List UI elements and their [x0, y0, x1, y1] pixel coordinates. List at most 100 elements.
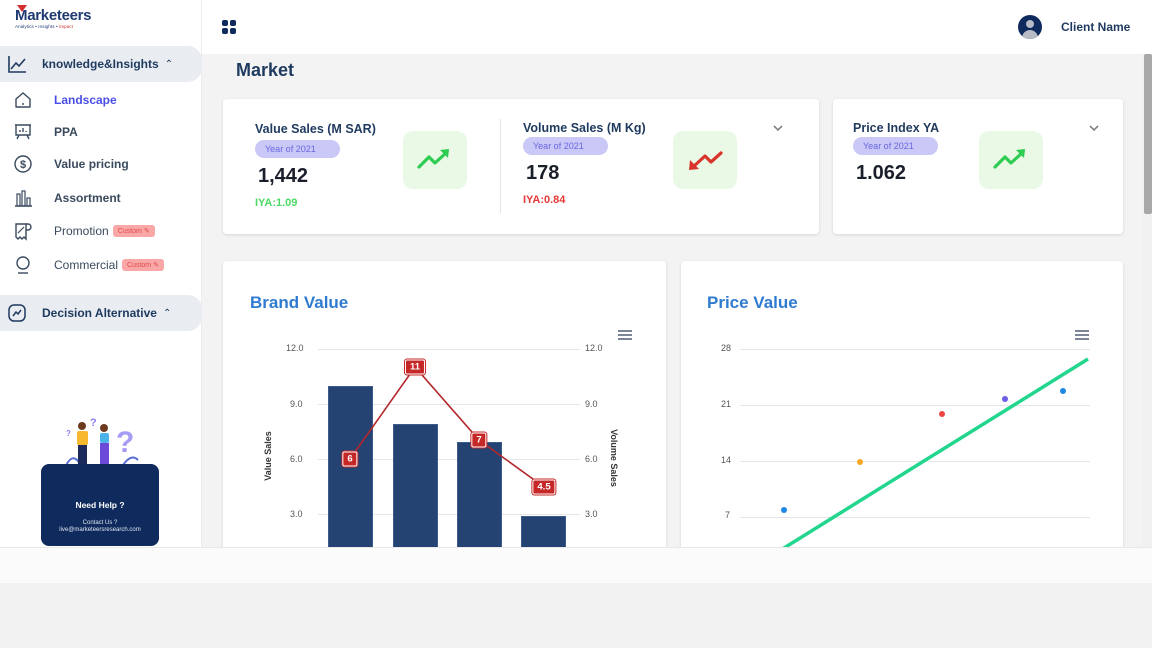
custom-badge[interactable]: Custom ✎: [122, 259, 165, 271]
custom-badge-label: Custom: [127, 261, 152, 269]
y-tick: 21: [721, 399, 732, 409]
chart-menu-icon[interactable]: [618, 330, 632, 340]
dollar-circle-icon: $: [12, 153, 34, 175]
bulb-icon: [12, 254, 34, 276]
svg-text:?: ?: [116, 426, 134, 459]
trendline: [782, 357, 1089, 547]
gridline: [740, 349, 1090, 350]
scatter-point[interactable]: [1060, 388, 1066, 394]
trend-up-icon: [417, 149, 449, 169]
kpi-title: Price Index YA: [853, 121, 940, 135]
year-pill[interactable]: Year of 2021: [853, 137, 938, 155]
scrollbar-thumb[interactable]: [1144, 54, 1152, 214]
volume-sales-line: [349, 365, 545, 488]
help-illustration: ? ? ?: [58, 414, 142, 471]
sidebar-item-label: Value pricing: [54, 157, 129, 171]
y2-tick: 12.0: [585, 343, 603, 353]
svg-text:?: ?: [90, 417, 97, 429]
help-card[interactable]: Need Help ? Contact Us ? live@marketeers…: [41, 464, 159, 546]
kpi-value: 1,442: [258, 165, 309, 187]
y2-tick: 9.0: [585, 399, 598, 409]
scatter-point[interactable]: [857, 459, 863, 465]
logo-tagline-impact: Impact: [58, 24, 74, 29]
kpi-card-price-index: Price Index YA Year of 2021 1.062: [833, 99, 1123, 234]
divider: [500, 119, 501, 213]
data-label: 6: [342, 451, 358, 467]
logo-text: arketeers: [27, 7, 92, 24]
y-tick: 3.0: [290, 509, 303, 519]
brand-value-card: Brand Value 12.0 9.0 6.0 3.0 12.0 9.0 6.…: [223, 261, 666, 547]
home-icon: [12, 89, 34, 111]
trend-down-box: [673, 131, 737, 189]
help-email-link[interactable]: live@marketeersresearch.com: [59, 527, 141, 533]
trend-down-icon: [689, 151, 723, 170]
y-tick: 7: [725, 510, 731, 520]
apps-grid-icon[interactable]: [222, 20, 236, 34]
sidebar-group-decision-alternative[interactable]: Decision Alternative ⌃: [0, 295, 202, 331]
scatter-point[interactable]: [939, 411, 945, 417]
sidebar-group-knowledge-insights[interactable]: knowledge&Insights ⌃: [0, 46, 202, 82]
sidebar-item-label: Assortment: [54, 191, 121, 205]
avatar[interactable]: [1018, 15, 1042, 39]
gridline: [740, 461, 1090, 462]
scrollbar-track[interactable]: [1142, 54, 1152, 547]
chevron-up-icon: ⌃: [162, 307, 172, 319]
scatter-point[interactable]: [1002, 396, 1008, 402]
sidebar-item-promotion[interactable]: Promotion Custom ✎: [0, 217, 200, 245]
sidebar-item-landscape[interactable]: Landscape: [0, 86, 200, 114]
kpi-value: 178: [526, 162, 560, 184]
kpi-title: Value Sales (M SAR): [255, 122, 376, 136]
chevron-down-icon[interactable]: [1088, 123, 1100, 133]
price-value-card: Price Value 28 21 14 7: [681, 261, 1123, 547]
sidebar-item-value-pricing[interactable]: $ Value pricing: [0, 150, 200, 178]
chevron-up-icon: ⌃: [164, 58, 174, 70]
page-title: Market: [236, 60, 295, 80]
kpi-value: 1.062: [856, 162, 907, 184]
presentation-board-icon: [12, 121, 34, 143]
sidebar-item-label: Promotion: [54, 224, 109, 238]
bar-value-sales[interactable]: [393, 424, 438, 547]
kpi-card-sales: Value Sales (M SAR) Year of 2021 1,442 I…: [223, 99, 819, 234]
help-title: Need Help ?: [75, 500, 125, 510]
bar-value-sales[interactable]: [328, 386, 373, 547]
receipt-percent-icon: [12, 220, 34, 242]
chart-menu-icon[interactable]: [1075, 330, 1089, 340]
bar-value-sales[interactable]: [521, 516, 566, 547]
sidebar-item-label: PPA: [54, 125, 78, 139]
line-chart-icon: [7, 54, 27, 74]
logo-initial: M: [15, 7, 28, 24]
bar-value-sales[interactable]: [457, 442, 502, 547]
pencil-icon: ✎: [153, 262, 160, 269]
app-window: Marketeers Analytics • Insights • Impact…: [0, 0, 1152, 547]
data-label: 7: [471, 432, 487, 448]
topbar: Client Name: [202, 0, 1152, 54]
year-pill[interactable]: Year of 2021: [523, 137, 608, 155]
year-pill[interactable]: Year of 2021: [255, 140, 340, 158]
kpi-iya: IYA:0.84: [523, 194, 566, 206]
gridline: [740, 405, 1090, 406]
y-tick: 14: [721, 455, 732, 465]
gridline: [740, 517, 1090, 518]
sidebar-item-ppa[interactable]: PPA: [0, 118, 200, 146]
scatter-point[interactable]: [781, 507, 787, 513]
gridline: [318, 404, 580, 405]
gridline: [318, 514, 580, 515]
chevron-down-icon[interactable]: [772, 123, 784, 133]
sidebar-item-commercial[interactable]: Commercial Custom ✎: [0, 251, 200, 279]
y2-tick: 3.0: [585, 509, 598, 519]
trend-up-box: [979, 131, 1043, 189]
trend-box-icon: [7, 303, 27, 323]
y-tick: 12.0: [286, 343, 304, 353]
sidebar-item-assortment[interactable]: Assortment: [0, 184, 200, 212]
sidebar: Marketeers Analytics • Insights • Impact…: [0, 0, 202, 547]
sidebar-item-label: Commercial: [54, 258, 119, 272]
chart-title: Brand Value: [250, 293, 349, 312]
svg-text:?: ?: [66, 429, 71, 438]
svg-text:$: $: [20, 159, 26, 171]
gridline: [318, 349, 580, 350]
custom-badge[interactable]: Custom ✎: [112, 225, 155, 237]
logo[interactable]: Marketeers Analytics • Insights • Impact: [15, 7, 92, 29]
y-tick: 9.0: [290, 399, 303, 409]
client-name[interactable]: Client Name: [1061, 20, 1131, 34]
bottom-band: [0, 583, 1152, 648]
